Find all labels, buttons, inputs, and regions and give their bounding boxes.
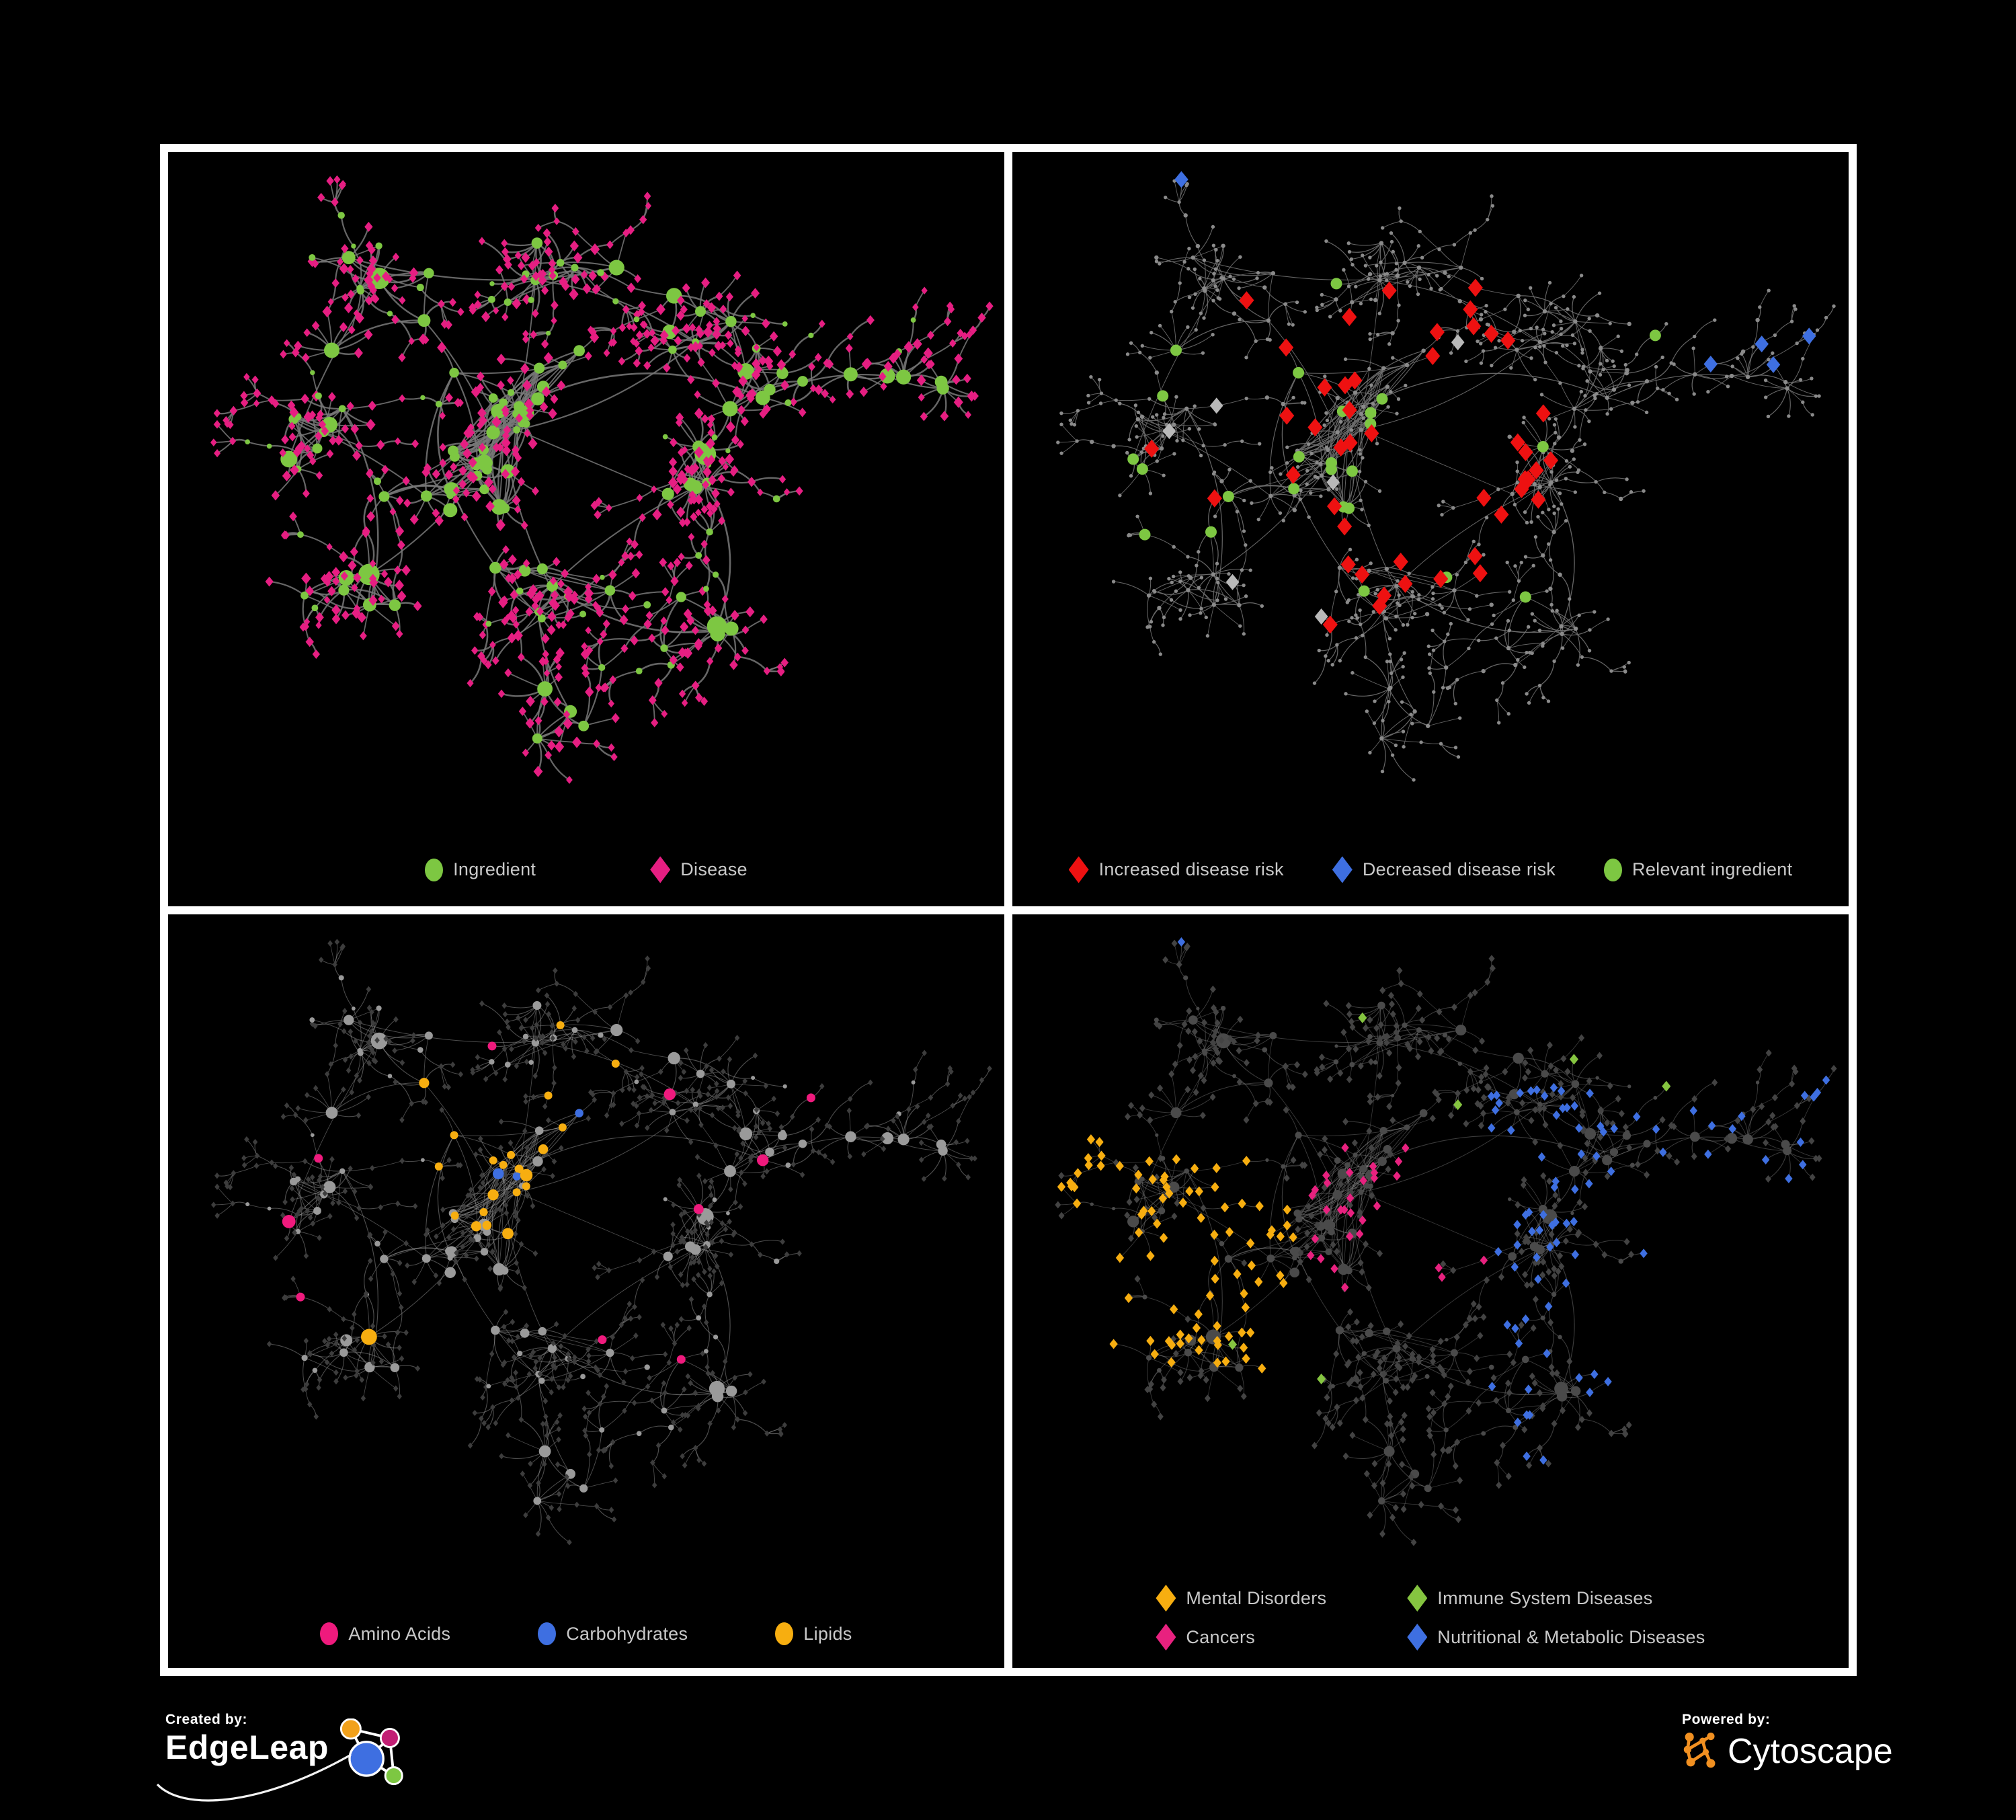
legend-nutrients: Amino Acids Carbohydrates Lipids [168, 1622, 1004, 1645]
panel-ingredient-disease: Ingredient Disease [168, 152, 1004, 906]
legend-swatch-diamond [1156, 1624, 1176, 1651]
legend-disease-categories: Mental Disorders Immune System Diseases … [1012, 1585, 1849, 1651]
legend-swatch-diamond [1407, 1624, 1428, 1651]
legend-label: Relevant ingredient [1632, 859, 1793, 879]
edgeleap-logo-icon [339, 1718, 403, 1786]
legend-swatch-circle [320, 1622, 339, 1645]
legend-item: Immune System Diseases [1407, 1585, 1652, 1612]
created-by-block: Created by: EdgeLeap [156, 1712, 411, 1802]
legend-item: Ingredient [425, 858, 536, 881]
edgeleap-brand-text: EdgeLeap [165, 1729, 329, 1766]
cytoscape-logo-icon [1683, 1733, 1716, 1768]
legend-ingredient-disease: Ingredient Disease [168, 856, 1004, 883]
legend-label: Carbohydrates [566, 1623, 688, 1644]
legend-swatch-diamond [1332, 856, 1353, 883]
legend-label: Increased disease risk [1098, 859, 1284, 879]
legend-disease-risk: Increased disease risk Decreased disease… [1012, 856, 1849, 883]
powered-by-block: Powered by: Cytoscape [1682, 1712, 1893, 1772]
legend-item: Decreased disease risk [1332, 856, 1556, 883]
legend-label: Nutritional & Metabolic Diseases [1437, 1626, 1705, 1647]
legend-label: Disease [680, 859, 748, 879]
legend-label: Immune System Diseases [1437, 1587, 1653, 1608]
created-by-label: Created by: [165, 1712, 248, 1727]
legend-item: Nutritional & Metabolic Diseases [1407, 1624, 1705, 1651]
legend-item: Disease [650, 856, 748, 883]
legend-label: Decreased disease risk [1362, 859, 1556, 879]
legend-swatch-diamond [650, 856, 671, 883]
network-graph-disease-categories [1055, 937, 1837, 1546]
legend-item: Cancers [1156, 1624, 1255, 1651]
legend-label: Mental Disorders [1186, 1587, 1327, 1608]
legend-swatch-diamond [1068, 856, 1089, 883]
edgeleap-node-magenta [379, 1728, 400, 1748]
legend-label: Cancers [1186, 1626, 1256, 1647]
legend-item: Carbohydrates [538, 1622, 688, 1645]
legend-item: Mental Disorders [1156, 1585, 1326, 1612]
legend-label: Lipids [803, 1623, 852, 1644]
panel-nutrients: Amino Acids Carbohydrates Lipids [168, 914, 1004, 1668]
legend-swatch-diamond [1407, 1585, 1428, 1612]
legend-swatch-circle [1604, 858, 1623, 881]
legend-item: Amino Acids [320, 1622, 450, 1645]
legend-swatch-diamond [1156, 1585, 1176, 1612]
network-graph-disease-risk [1056, 171, 1836, 782]
cytoscape-brand-text: Cytoscape [1728, 1732, 1893, 1771]
edgeleap-node-orange [339, 1718, 362, 1740]
panel-disease-risk: Increased disease risk Decreased disease… [1012, 152, 1849, 906]
panel-grid-frame: Ingredient Disease Increased disease ris… [160, 144, 1857, 1676]
powered-by-label: Powered by: [1682, 1712, 1771, 1727]
legend-swatch-circle [538, 1622, 557, 1645]
edgeleap-node-green [384, 1766, 403, 1786]
legend-swatch-circle [775, 1622, 794, 1645]
network-graph-ingredient-disease [210, 175, 994, 784]
edgeleap-node-blue [348, 1741, 385, 1777]
legend-label: Amino Acids [348, 1623, 451, 1644]
legend-item: Lipids [775, 1622, 852, 1645]
legend-item: Relevant ingredient [1604, 858, 1793, 881]
legend-item: Increased disease risk [1068, 856, 1284, 883]
legend-swatch-circle [425, 858, 444, 881]
legend-label: Ingredient [453, 859, 536, 879]
network-graph-nutrients [211, 938, 992, 1546]
panel-disease-categories: Mental Disorders Immune System Diseases … [1012, 914, 1849, 1668]
